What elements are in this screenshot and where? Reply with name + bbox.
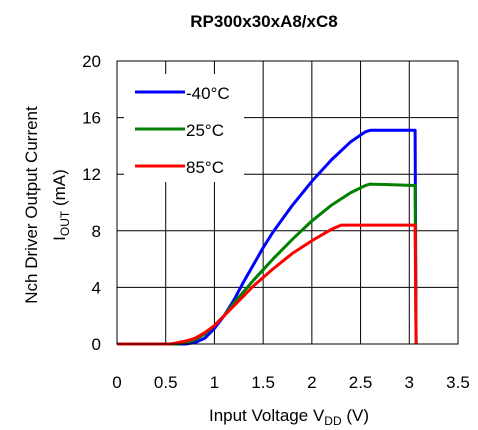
chart-title: RP300x30xA8/xC8 (190, 12, 337, 31)
legend-label-0: -40°C (186, 84, 230, 103)
y-tick-label: 8 (92, 222, 101, 241)
series-line-0 (117, 128, 418, 346)
plot-border (116, 60, 459, 345)
y-tick-label: 0 (92, 335, 101, 354)
x-tick-label: 3.5 (446, 373, 470, 392)
x-axis-label: Input Voltage VDD (V) (209, 406, 369, 428)
x-tick-label: 0.5 (154, 373, 178, 392)
plot-frame (116, 60, 459, 345)
x-tick-label: 1 (210, 373, 219, 392)
y-tick-labels: 0 4 8 12 16 20 (82, 52, 101, 354)
legend-label-1: 25°C (186, 121, 224, 140)
y-axis-label-line2: IOUT (mA) (50, 169, 72, 241)
x-tick-label: 3 (405, 373, 414, 392)
series-line-2 (117, 223, 418, 346)
y-tick-label: 20 (82, 52, 101, 71)
legend-label-2: 85°C (186, 158, 224, 177)
legend: -40°C 25°C 85°C (124, 74, 244, 182)
y-axis-label-line1: Nch Driver Output Current (22, 106, 41, 304)
x-tick-label: 2.5 (349, 373, 373, 392)
x-tick-label: 2 (307, 373, 316, 392)
y-tick-label: 12 (82, 165, 101, 184)
x-tick-label: 0 (112, 373, 121, 392)
x-tick-labels: 0 0.5 1 1.5 2 2.5 3 3.5 (112, 373, 470, 392)
series-layer (117, 128, 418, 346)
y-tick-label: 4 (92, 278, 101, 297)
series-line-1 (117, 182, 418, 346)
x-tick-label: 1.5 (251, 373, 275, 392)
y-tick-label: 16 (82, 109, 101, 128)
